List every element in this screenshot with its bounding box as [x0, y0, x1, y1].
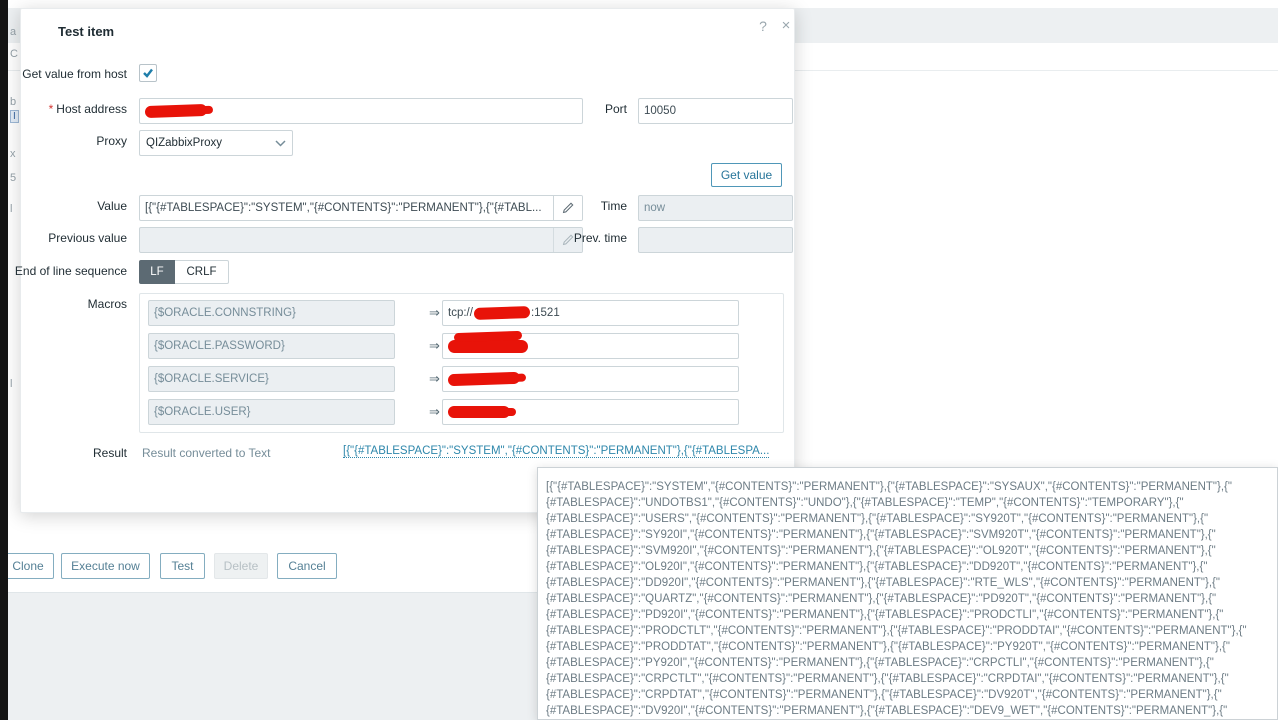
macro-name-input: {$ORACLE.CONNSTRING} [148, 300, 395, 326]
value-label: Value [97, 199, 127, 213]
macro-value-input[interactable] [442, 333, 739, 359]
delete-button: Delete [214, 553, 268, 579]
result-label: Result [92, 446, 127, 460]
json-line: {#TABLESPACE}":"PD920I","{#CONTENTS}":"P… [546, 609, 1224, 621]
arrow-icon: ⇒ [429, 338, 440, 353]
proxy-label: Proxy [96, 134, 127, 148]
macro-value-input[interactable]: tcp://:1521 [442, 300, 739, 326]
arrow-icon: ⇒ [429, 305, 440, 320]
background-text-fragment: 5 [10, 172, 17, 184]
required-asterisk: * [48, 102, 54, 116]
json-line: {#TABLESPACE}":"SY920I","{#CONTENTS}":"P… [546, 529, 1216, 541]
json-line: {#TABLESPACE}":"QUARTZ","{#CONTENTS}":"P… [546, 593, 1217, 605]
arrow-icon: ⇒ [429, 404, 440, 419]
json-line: {#TABLESPACE}":"USERS","{#CONTENTS}":"PE… [546, 513, 1209, 525]
chevron-down-icon [275, 139, 286, 147]
close-icon[interactable]: × [781, 16, 791, 34]
value-input[interactable]: [{"{#TABLESPACE}":"SYSTEM","{#CONTENTS}"… [139, 195, 583, 221]
screen-left-black-strip [0, 0, 8, 720]
json-line: {#TABLESPACE}":"CRPDTAT","{#CONTENTS}":"… [546, 689, 1222, 701]
get-value-from-host-label: Get value from host [22, 67, 127, 81]
json-line: {#TABLESPACE}":"PRODCTLT","{#CONTENTS}":… [546, 625, 1247, 637]
redacted-macro-value [448, 339, 528, 353]
result-value-link[interactable]: [{"{#TABLESPACE}":"SYSTEM","{#CONTENTS}"… [343, 445, 770, 458]
end-of-line-label: End of line sequence [14, 264, 127, 278]
background-text-fragment: l [10, 203, 13, 215]
host-address-label: * Host address [48, 102, 127, 116]
macros-section: {$ORACLE.CONNSTRING} ⇒ tcp://:1521 {$ORA… [139, 293, 784, 433]
test-button[interactable]: Test [160, 553, 205, 579]
macro-name-input: {$ORACLE.SERVICE} [148, 366, 395, 392]
proxy-selected-value: QIZabbixProxy [146, 137, 223, 149]
background-text-fragment: C [10, 48, 18, 60]
json-line: {#TABLESPACE}":"UNDOTBS1","{#CONTENTS}":… [546, 497, 1184, 509]
value-text: [{"{#TABLESPACE}":"SYSTEM","{#CONTENTS}"… [145, 202, 542, 214]
pencil-icon [562, 202, 574, 214]
redacted-macro-value [473, 306, 531, 320]
arrow-icon: ⇒ [429, 371, 440, 386]
previous-value-edit-button [553, 228, 582, 252]
json-line: {#TABLESPACE}":"DD920I","{#CONTENTS}":"P… [546, 577, 1220, 589]
background-text-fragment: b [10, 96, 17, 108]
port-input[interactable]: 10050 [638, 98, 793, 124]
prev-time-input [638, 227, 793, 253]
result-hintbox: [{"{#TABLESPACE}":"SYSTEM","{#CONTENTS}"… [537, 467, 1278, 720]
time-input: now [638, 195, 793, 221]
cancel-button[interactable]: Cancel [277, 553, 337, 579]
json-line: {#TABLESPACE}":"SVM920I","{#CONTENTS}":"… [546, 545, 1216, 557]
eol-option-crlf[interactable]: CRLF [175, 260, 229, 284]
macro-name-input: {$ORACLE.USER} [148, 399, 395, 425]
execute-now-button[interactable]: Execute now [61, 553, 150, 579]
eol-option-lf[interactable]: LF [139, 260, 175, 284]
checkmark-icon [143, 68, 153, 78]
previous-value-input [139, 227, 583, 253]
pencil-icon [562, 234, 574, 246]
macros-label: Macros [87, 297, 127, 311]
dialog-title: Test item [58, 24, 115, 39]
json-line: [{"{#TABLESPACE}":"SYSTEM","{#CONTENTS}"… [546, 481, 1232, 493]
value-edit-button[interactable] [553, 196, 582, 220]
macro-value-input[interactable] [442, 366, 739, 392]
background-selected-fragment: I [10, 110, 19, 123]
port-label: Port [604, 102, 627, 116]
json-line: {#TABLESPACE}":"DV920I","{#CONTENTS}":"P… [546, 705, 1228, 717]
previous-value-label: Previous value [48, 231, 127, 245]
redacted-macro-value [448, 406, 516, 418]
test-item-dialog: Test item ? × Get value from host * Host … [15, 8, 795, 513]
json-line: {#TABLESPACE}":"OL920I","{#CONTENTS}":"P… [546, 561, 1208, 573]
proxy-select[interactable]: QIZabbixProxy [139, 130, 293, 156]
clone-button[interactable]: Clone [2, 553, 54, 579]
background-text-fragment: x [10, 148, 16, 160]
macro-value-input[interactable] [442, 399, 739, 425]
background-text-fragment: a [10, 26, 17, 38]
background-text-fragment: l [10, 378, 13, 390]
json-line: {#TABLESPACE}":"CRPCTLT","{#CONTENTS}":"… [546, 673, 1229, 685]
get-value-from-host-checkbox[interactable] [139, 64, 157, 82]
end-of-line-toggle: LF CRLF [139, 260, 229, 284]
json-line: {#TABLESPACE}":"PY920I","{#CONTENTS}":"P… [546, 657, 1214, 669]
prev-time-label: Prev. time [573, 231, 627, 245]
get-value-button[interactable]: Get value [711, 163, 782, 187]
redacted-host-address [144, 103, 208, 119]
result-converted-note: Result converted to Text [142, 446, 271, 460]
redacted-macro-value [447, 371, 521, 387]
json-line: {#TABLESPACE}":"PRODDTAT","{#CONTENTS}":… [546, 641, 1230, 653]
help-icon[interactable]: ? [759, 18, 767, 34]
host-address-input[interactable] [139, 98, 583, 124]
time-label: Time [600, 199, 627, 213]
macro-name-input: {$ORACLE.PASSWORD} [148, 333, 395, 359]
